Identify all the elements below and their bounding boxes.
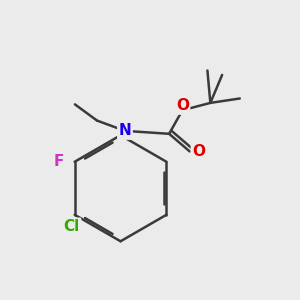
Text: Cl: Cl (64, 219, 80, 234)
Text: N: N (118, 123, 131, 138)
Text: O: O (176, 98, 189, 113)
Text: O: O (192, 144, 205, 159)
Text: F: F (53, 154, 64, 169)
